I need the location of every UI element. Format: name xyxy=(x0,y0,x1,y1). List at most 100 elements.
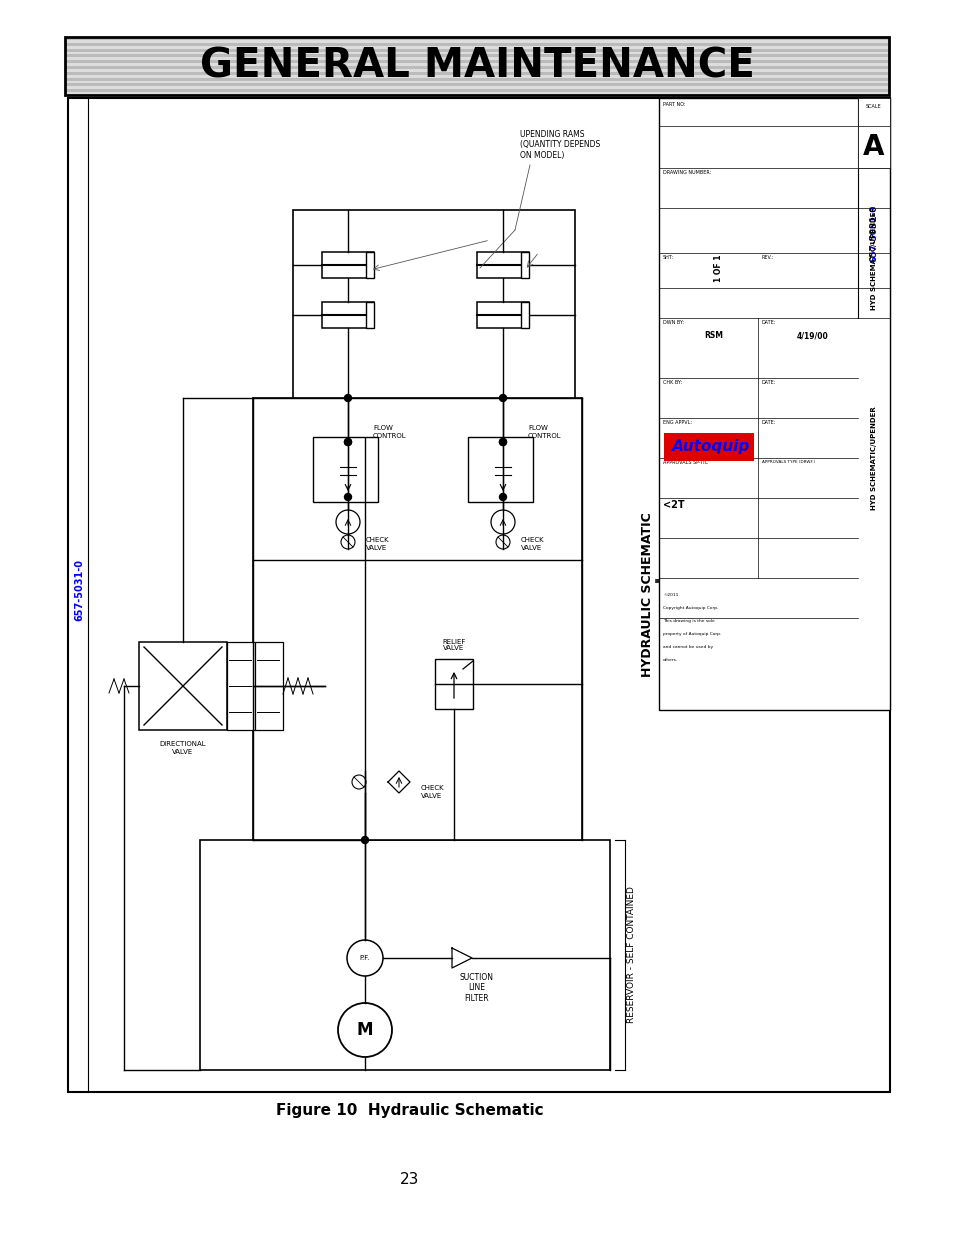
Circle shape xyxy=(347,940,382,976)
Text: RSM: RSM xyxy=(703,331,722,341)
Text: DATE:: DATE: xyxy=(761,380,776,385)
Text: DIRECTIONAL
VALVE: DIRECTIONAL VALVE xyxy=(159,741,206,755)
Circle shape xyxy=(340,535,355,550)
Bar xyxy=(476,303,529,329)
Text: <2T: <2T xyxy=(662,500,684,510)
Bar xyxy=(857,126,889,168)
Bar xyxy=(476,252,529,278)
Circle shape xyxy=(344,438,351,446)
Bar xyxy=(857,98,889,168)
Bar xyxy=(65,72,888,74)
Text: DATE:: DATE: xyxy=(761,420,776,425)
Text: APPROVALS TYPE (DRWF.): APPROVALS TYPE (DRWF.) xyxy=(761,459,814,464)
Text: SCALE: SCALE xyxy=(865,104,881,109)
Bar xyxy=(663,433,753,461)
Text: 657-5031-0: 657-5031-0 xyxy=(74,559,84,621)
Bar xyxy=(65,48,888,52)
Bar xyxy=(139,642,227,730)
Text: HYDRAULIC SCHEMATIC: HYDRAULIC SCHEMATIC xyxy=(640,513,654,677)
Text: others.: others. xyxy=(662,658,678,662)
Text: ©2011: ©2011 xyxy=(662,593,678,597)
Bar xyxy=(366,303,374,329)
Bar xyxy=(65,37,888,40)
Bar xyxy=(65,37,888,95)
Bar xyxy=(65,63,888,65)
Text: SHT:: SHT: xyxy=(662,254,673,261)
Text: property of Autoquip Corp.: property of Autoquip Corp. xyxy=(662,632,720,636)
Text: UPENDING RAMS
(QUANTITY DEPENDS
ON MODEL): UPENDING RAMS (QUANTITY DEPENDS ON MODEL… xyxy=(519,130,599,159)
Text: DATE:: DATE: xyxy=(761,320,776,325)
Circle shape xyxy=(491,510,515,534)
Circle shape xyxy=(344,394,351,401)
Text: 4/19/00: 4/19/00 xyxy=(797,331,828,341)
Bar xyxy=(65,84,888,86)
Text: This drawing is the sole: This drawing is the sole xyxy=(662,619,714,622)
Text: P.F.: P.F. xyxy=(359,955,370,961)
Bar xyxy=(313,437,377,501)
Bar xyxy=(65,43,888,46)
Circle shape xyxy=(344,494,351,500)
Text: PART NO:: PART NO: xyxy=(662,103,685,107)
Text: RELIEF
VALVE: RELIEF VALVE xyxy=(442,638,465,652)
Text: DWN BY:: DWN BY: xyxy=(662,320,683,325)
Text: REV.:: REV.: xyxy=(761,254,774,261)
Text: FLOW
CONTROL: FLOW CONTROL xyxy=(527,426,561,438)
Bar xyxy=(65,65,888,69)
Bar xyxy=(65,57,888,61)
Circle shape xyxy=(352,776,366,789)
Text: and cannot be used by: and cannot be used by xyxy=(662,645,713,650)
Bar xyxy=(65,86,888,89)
Text: M: M xyxy=(356,1021,373,1039)
Circle shape xyxy=(496,535,510,550)
Bar xyxy=(65,40,888,43)
Bar xyxy=(65,89,888,93)
Bar xyxy=(65,52,888,54)
Text: Autoquip: Autoquip xyxy=(671,440,749,454)
Text: ENG APPVL:: ENG APPVL: xyxy=(662,420,691,425)
Bar xyxy=(366,252,374,278)
Text: APPROVALS SP-TIC: APPROVALS SP-TIC xyxy=(662,459,707,466)
Text: 1 OF 1: 1 OF 1 xyxy=(714,254,722,282)
Text: Figure 10  Hydraulic Schematic: Figure 10 Hydraulic Schematic xyxy=(276,1103,543,1118)
Bar xyxy=(322,252,374,278)
Bar xyxy=(65,80,888,84)
Circle shape xyxy=(499,438,506,446)
Bar xyxy=(65,61,888,63)
Text: 23: 23 xyxy=(400,1172,419,1188)
Text: RESERVOIR - SELF CONTAINED: RESERVOIR - SELF CONTAINED xyxy=(627,887,636,1024)
Text: GENERAL MAINTENANCE: GENERAL MAINTENANCE xyxy=(199,46,754,86)
Bar xyxy=(435,659,473,709)
Bar xyxy=(65,46,888,48)
Bar xyxy=(65,78,888,80)
Circle shape xyxy=(499,438,506,446)
Bar xyxy=(68,98,889,1092)
Bar xyxy=(65,69,888,72)
Text: Copyright Autoquip Corp.: Copyright Autoquip Corp. xyxy=(662,606,718,610)
Circle shape xyxy=(361,836,368,844)
Text: HYD SCHEMATIC/UPENDER: HYD SCHEMATIC/UPENDER xyxy=(870,206,876,310)
Text: A: A xyxy=(862,133,883,161)
Bar xyxy=(293,210,575,398)
Text: CHECK
VALVE: CHECK VALVE xyxy=(366,537,389,551)
Bar xyxy=(65,74,888,78)
Circle shape xyxy=(344,438,351,446)
Circle shape xyxy=(499,494,506,500)
Text: SUCTION
LINE
FILTER: SUCTION LINE FILTER xyxy=(459,973,494,1003)
Bar xyxy=(253,398,581,840)
Text: HYD SCHEMATIC/UPENDER: HYD SCHEMATIC/UPENDER xyxy=(870,406,876,510)
Text: CHK BY:: CHK BY: xyxy=(662,380,681,385)
Bar xyxy=(227,642,254,730)
Bar xyxy=(520,303,529,329)
Bar xyxy=(65,93,888,95)
Text: CHECK
VALVE: CHECK VALVE xyxy=(420,785,444,799)
Bar xyxy=(468,437,533,501)
Text: CHECK
VALVE: CHECK VALVE xyxy=(520,537,544,551)
Circle shape xyxy=(337,1003,392,1057)
Circle shape xyxy=(335,510,359,534)
Text: FLOW
CONTROL: FLOW CONTROL xyxy=(373,426,406,438)
Bar xyxy=(254,642,283,730)
Bar xyxy=(520,252,529,278)
Bar xyxy=(322,303,374,329)
Text: 657-5031-0: 657-5031-0 xyxy=(868,204,878,262)
Bar xyxy=(200,840,609,1070)
